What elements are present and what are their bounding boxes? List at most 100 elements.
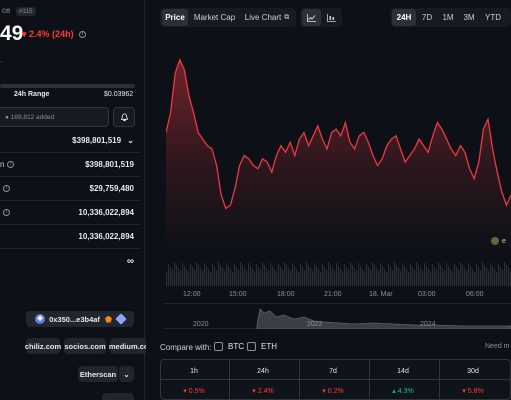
volume-bar: [264, 265, 266, 286]
checkbox[interactable]: [214, 342, 223, 351]
volume-bar: [358, 263, 360, 286]
volume-bar: [332, 268, 334, 286]
stat-row-total-supply: 10,336,022,894: [0, 225, 140, 249]
volume-bar: [348, 270, 350, 286]
range-7d[interactable]: 7D: [421, 13, 433, 22]
volume-bar: [226, 263, 228, 286]
volume-bar: [278, 264, 280, 286]
table-divider: [161, 379, 511, 380]
more-chip[interactable]: [102, 393, 134, 400]
coin-title-fragment: ce #115: [2, 6, 36, 16]
table-header: 30d: [467, 368, 479, 375]
volume-bar: [194, 270, 196, 286]
caret-down-icon: ▾: [322, 388, 326, 395]
volume-bar: [216, 270, 218, 286]
volume-bar: [438, 262, 440, 286]
website-link-chiliz[interactable]: chiliz.com: [25, 338, 61, 354]
volume-bar: [424, 263, 426, 286]
explorer-dropdown[interactable]: ⌄: [119, 366, 134, 382]
stat-row-circulating: i 10,336,022,894: [0, 201, 140, 225]
compare-eth[interactable]: ETH: [247, 342, 277, 351]
table-cell: ▾ 0.5%: [183, 388, 205, 395]
volume-bar: [374, 265, 376, 286]
volume-bar: [252, 269, 254, 286]
volume-bar: [196, 262, 198, 286]
candlestick-chart-button[interactable]: [322, 9, 341, 26]
info-icon: i: [3, 209, 10, 217]
navigator-tick: 2022: [307, 321, 323, 328]
volume-bar: [382, 266, 384, 286]
volume-bar: [272, 266, 274, 286]
volume-bar: [218, 262, 220, 286]
volume-bar: [290, 271, 292, 286]
volume-bar: [406, 269, 408, 286]
volume-bar: [202, 271, 204, 286]
volume-bar: [486, 268, 488, 286]
volume-bar: [230, 269, 232, 286]
volume-bar: [366, 264, 368, 286]
volume-bar: [286, 265, 288, 286]
compare-help-link[interactable]: Need m: [485, 343, 510, 350]
info-icon: i: [79, 31, 87, 39]
volume-bar: [314, 263, 316, 286]
volume-bar: [402, 263, 404, 286]
volume-bar: [474, 272, 476, 286]
volume-bar: [234, 264, 236, 286]
volume-bar: [294, 266, 296, 286]
contract-chip[interactable]: ◆ 0x350...e3b4af: [26, 311, 134, 327]
caret-down-icon: ▾: [252, 388, 256, 395]
volume-bar: [326, 270, 328, 286]
volume-bar: [396, 265, 398, 286]
explorer-link[interactable]: Etherscan: [78, 366, 118, 382]
range-24h[interactable]: 24H: [392, 9, 416, 26]
volume-bar: [354, 268, 356, 286]
volume-bar: [306, 262, 308, 286]
volume-bar: [208, 269, 210, 286]
volume-bar: [426, 266, 428, 286]
website-link-medium[interactable]: medium.com: [109, 338, 155, 354]
volume-bar: [170, 267, 172, 286]
table-cell: ▾ 0.2%: [322, 388, 344, 395]
chevron-down-icon: ⌄: [123, 369, 130, 379]
range-1m[interactable]: 1M: [442, 13, 454, 22]
range-ytd[interactable]: YTD: [485, 13, 501, 22]
volume-bar: [316, 266, 318, 286]
volume-bar: [248, 263, 250, 286]
volume-bar: [386, 272, 388, 286]
volume-bar: [200, 268, 202, 286]
price-line: [166, 58, 511, 210]
range-3m[interactable]: 3M: [463, 13, 475, 22]
menu-icon[interactable]: [115, 313, 127, 325]
volume-bar: [186, 269, 188, 286]
volume-bar: [464, 268, 466, 286]
x-tick: 18. Mar: [369, 291, 393, 298]
price-value: 49: [0, 22, 24, 45]
volume-bar: [254, 272, 256, 286]
volume-bar: [312, 271, 314, 286]
volume-bar: [308, 265, 310, 286]
volume-bar: [298, 272, 300, 286]
checkbox[interactable]: [247, 342, 256, 351]
volume-bar: [418, 265, 420, 286]
line-chart-button[interactable]: [302, 9, 321, 26]
volume-bar: [448, 266, 450, 286]
volume-bar: [334, 271, 336, 286]
navigator-tick: 2024: [420, 321, 436, 328]
volume-bar: [500, 267, 502, 286]
tab-live-chart[interactable]: Live Chart ⧉: [244, 13, 290, 22]
website-link-socios[interactable]: socios.com: [64, 338, 106, 354]
watchlist-button[interactable]: ● 169,812 added: [0, 107, 109, 127]
volume-bar: [388, 264, 390, 286]
tab-price[interactable]: Price: [162, 9, 188, 26]
tab-market-cap[interactable]: Market Cap: [193, 13, 236, 22]
volume-bar: [346, 267, 348, 286]
chevron-down-icon[interactable]: ⌄: [127, 136, 134, 145]
volume-bar: [470, 266, 472, 286]
notification-button[interactable]: [113, 107, 135, 127]
caret-up-icon: ▴: [392, 388, 396, 395]
compare-btc[interactable]: BTC: [214, 342, 244, 351]
volume-bar: [338, 266, 340, 286]
price-chart[interactable]: [166, 40, 511, 290]
volume-bar: [444, 271, 446, 286]
x-tick: 06:00: [466, 291, 484, 298]
